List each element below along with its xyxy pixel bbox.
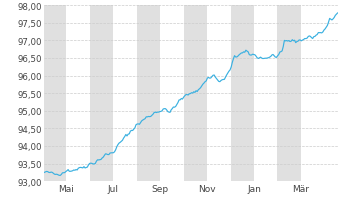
Bar: [231, 6, 254, 181]
Bar: [90, 6, 113, 181]
Bar: [137, 6, 160, 181]
Bar: [278, 6, 301, 181]
Bar: [44, 6, 66, 181]
Bar: [183, 6, 207, 181]
